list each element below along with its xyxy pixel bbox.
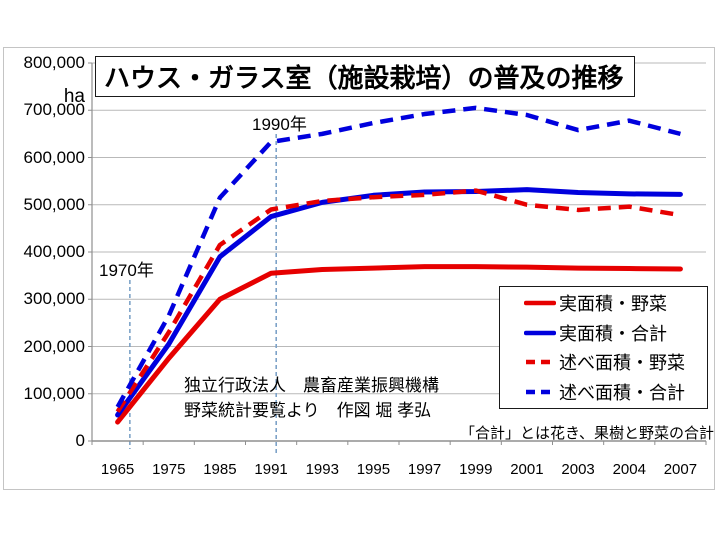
data-source-line1: 独立行政法人 農畜産業振興機構 <box>184 376 439 395</box>
x-axis-tick-label: 2003 <box>561 461 595 478</box>
legend-label: 述べ面積・野菜 <box>559 353 685 374</box>
y-axis-unit-label: ha <box>63 86 85 107</box>
annotation-1990: 1990年 <box>252 115 307 134</box>
x-axis-tick-label: 1995 <box>356 461 391 478</box>
legend-label: 述べ面積・合計 <box>559 382 685 403</box>
legend-item-actual-vegetables: 実面積・野菜 <box>500 290 707 316</box>
data-source-note: 独立行政法人 農畜産業振興機構 野菜統計要覧より 作図 堀 孝弘 <box>184 373 439 423</box>
legend-label: 実面積・合計 <box>559 323 667 344</box>
y-axis-tick-label: 400,000 <box>23 242 85 261</box>
x-axis-tick-label: 1993 <box>305 461 339 478</box>
x-axis-tick-label: 1997 <box>407 461 442 478</box>
data-source-line2: 野菜統計要覧より 作図 堀 孝弘 <box>184 401 432 420</box>
y-axis-tick-label: 600,000 <box>23 147 85 167</box>
x-axis-tick-label: 2007 <box>663 461 698 478</box>
y-axis-tick-label: 200,000 <box>23 336 85 356</box>
legend-item-cumulative-vegetables: 述べ面積・野菜 <box>500 349 707 375</box>
legend-swatch-red-dashed-line <box>526 359 554 365</box>
legend-swatch-blue-dashed-line <box>526 389 554 394</box>
x-axis-tick-label: 2001 <box>510 461 544 478</box>
legend-item-actual-total: 実面積・合計 <box>500 320 707 346</box>
x-axis-tick-label: 2004 <box>612 461 646 478</box>
y-axis-tick-label: 300,000 <box>23 289 85 309</box>
x-axis-tick-label: 1985 <box>203 461 237 478</box>
chart-title-box: ハウス・ガラス室（施設栽培）の普及の推移 <box>95 56 635 97</box>
x-axis-tick-label: 1991 <box>254 461 288 478</box>
x-axis-tick-label: 1965 <box>100 461 135 478</box>
annotation-1970: 1970年 <box>99 261 154 280</box>
legend-label: 実面積・野菜 <box>559 294 667 315</box>
legend-box: 実面積・野菜 実面積・合計 述べ面積・野菜 述べ面積・合計 <box>499 286 708 409</box>
legend-item-cumulative-total: 述べ面積・合計 <box>500 379 707 405</box>
y-axis-tick-label: 500,000 <box>23 194 85 214</box>
x-axis-tick-label: 1975 <box>152 461 186 478</box>
y-axis-tick-label: 100,000 <box>23 383 85 403</box>
x-axis-tick-label: 1999 <box>459 461 493 478</box>
legend-swatch-red-solid-line <box>524 301 556 306</box>
y-axis-tick-label: 700,000 <box>23 100 85 120</box>
y-axis-tick-label: 800,000 <box>23 53 85 72</box>
total-definition-footnote: 「合計」とは花き、果樹と野菜の合計 <box>460 425 714 442</box>
legend-swatch-blue-solid-line <box>524 330 556 336</box>
y-axis-tick-label: 0 <box>75 431 85 450</box>
chart-title: ハウス・ガラス室（施設栽培）の普及の推移 <box>104 63 624 93</box>
